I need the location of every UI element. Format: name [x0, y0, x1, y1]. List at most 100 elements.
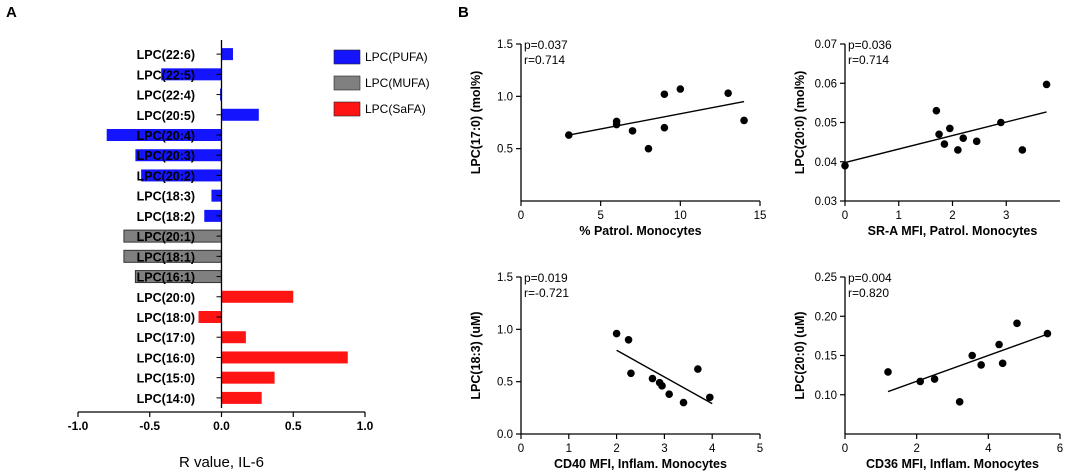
y-axis-title: LPC(20:0) (mol%) [793, 71, 807, 174]
y-tick-label: 0.20 [815, 311, 837, 323]
y-tick-label: 0.5 [497, 144, 513, 156]
y-tick-label: 0.15 [815, 351, 837, 363]
p-value-annotation: p=0.037 [524, 38, 568, 52]
x-tick-label: 2 [913, 443, 919, 455]
y-tick-label: 0.25 [815, 272, 837, 284]
p-value-annotation: p=0.004 [848, 271, 892, 285]
legend-label-safa: LPC(SaFA) [365, 102, 426, 116]
legend-swatch-mufa [333, 75, 361, 91]
data-point [1013, 319, 1021, 328]
category-label: LPC(20:3) [137, 149, 195, 163]
x-tick-label: 10 [674, 210, 687, 222]
data-point [1018, 146, 1027, 154]
x-tick-label: 4 [985, 443, 992, 455]
bar-lpc-22-6- [221, 48, 233, 61]
bar-chart-r-value-il6: LPC(22:6) LPC(22:5) LPC(22:4) LPC(20:5) LPC(… [68, 40, 430, 471]
data-point [644, 144, 653, 153]
y-tick-label: 0.10 [815, 390, 837, 402]
bar-lpc-20-2- [141, 169, 222, 182]
data-point [968, 351, 977, 360]
y-tick-label: 1.0 [497, 91, 513, 103]
bar-lpc-16-0- [221, 351, 348, 364]
y-axis-title: LPC(18:3) (uM) [469, 311, 483, 399]
data-point [648, 374, 657, 383]
data-point [930, 375, 939, 383]
data-point [660, 90, 669, 99]
x-tick-label: 5 [597, 210, 603, 222]
panel-b-label: B [458, 4, 469, 21]
regression-line [568, 100, 745, 136]
scatter-lpc17-patrol-monocytes: 0 5 10 15 0.5 1.0 1.5 % Patrol. Monocytes LPC(17… [469, 38, 766, 238]
y-tick-label: 0.07 [815, 39, 837, 51]
x-axis-title: % Patrol. Monocytes [579, 224, 701, 238]
x-tick-label: 2 [949, 210, 955, 222]
y-tick-label: 1.5 [497, 39, 513, 51]
r-value-annotation: r=-0.721 [524, 286, 569, 300]
y-tick-label: 0.0 [497, 429, 513, 441]
y-axis-title: LPC(20:0) (uM) [793, 311, 807, 399]
category-label: LPC(20:2) [137, 169, 195, 183]
x-axis-title: R value, IL-6 [179, 454, 264, 471]
data-point [1042, 80, 1051, 89]
bar-lpc-20-3- [135, 149, 222, 162]
data-point [660, 123, 669, 132]
data-point [884, 368, 892, 376]
category-label: LPC(20:5) [137, 109, 195, 123]
y-tick-label: 1.5 [497, 272, 513, 284]
y-tick-label: 0.5 [497, 377, 513, 389]
x-tick-label: -0.5 [139, 419, 160, 433]
category-label: LPC(18:3) [137, 190, 195, 204]
x-tick-label: 5 [757, 443, 763, 455]
x-tick-label: 6 [1057, 443, 1063, 455]
x-axis-title: CD40 MFI, Inflam. Monocytes [554, 457, 727, 471]
data-point [946, 124, 954, 133]
data-point [676, 85, 685, 93]
x-tick-label: 0 [842, 443, 848, 455]
regression-line [887, 332, 1050, 393]
category-label: LPC(20:0) [137, 291, 195, 305]
category-label: LPC(22:6) [137, 48, 195, 62]
r-value-annotation: r=0.714 [524, 53, 565, 67]
p-value-annotation: p=0.036 [848, 38, 892, 52]
x-tick-label: 1 [896, 210, 902, 222]
category-label: LPC(22:5) [137, 68, 195, 82]
data-point [740, 116, 748, 125]
bar-lpc-20-4- [106, 129, 222, 141]
data-point [955, 398, 964, 406]
data-point [935, 130, 943, 139]
p-value-annotation: p=0.019 [524, 271, 568, 285]
x-tick-label: 3 [1003, 210, 1009, 222]
y-tick-label: 0.03 [815, 196, 837, 208]
category-label: LPC(16:0) [137, 351, 195, 365]
scatter-lpc20-cd36-mfi: 0 2 4 6 0.10 0.15 0.20 0.25 CD36 MFI, Inflam. Mo… [793, 271, 1063, 471]
data-point [612, 117, 621, 126]
category-label: LPC(14:0) [137, 392, 195, 406]
data-point [612, 329, 621, 338]
x-tick-label: 0 [842, 210, 848, 222]
data-point [658, 382, 666, 390]
data-point [706, 393, 714, 402]
y-tick-label: 1.0 [497, 324, 513, 336]
category-label: LPC(22:4) [137, 89, 195, 103]
scatter-lpc18-cd40-mfi: 0 1 2 3 4 5 0.0 0.5 1.0 1.5 CD40 MFI, Inflam. Mono… [469, 271, 763, 471]
data-point [954, 146, 962, 154]
regression-line [616, 349, 713, 405]
data-point [841, 161, 849, 170]
data-point [565, 131, 573, 139]
legend-label-pufa: LPC(PUFA) [365, 50, 428, 64]
x-tick-label: 0.5 [285, 419, 302, 433]
category-label: LPC(17:0) [137, 331, 195, 345]
panel-a-label: A [6, 4, 17, 21]
category-label: LPC(20:1) [137, 230, 195, 244]
x-tick-label: 3 [661, 443, 667, 455]
data-point [997, 118, 1005, 127]
data-point [977, 361, 985, 369]
data-point [1043, 329, 1052, 338]
data-point [679, 398, 688, 407]
data-point [998, 359, 1007, 368]
bar-lpc-18-3- [211, 189, 222, 202]
y-tick-label: 0.04 [815, 157, 838, 169]
x-tick-label: 0 [518, 210, 524, 222]
x-axis-title: SR-A MFI, Patrol. Monocytes [868, 224, 1038, 238]
